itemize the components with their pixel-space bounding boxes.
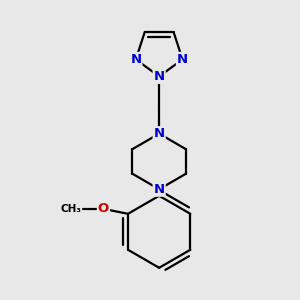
Text: CH₃: CH₃ (61, 204, 82, 214)
Text: N: N (154, 70, 165, 83)
Text: N: N (154, 127, 165, 140)
Text: N: N (130, 53, 141, 66)
Text: N: N (177, 53, 188, 66)
Text: O: O (98, 202, 109, 215)
Text: N: N (154, 183, 165, 196)
